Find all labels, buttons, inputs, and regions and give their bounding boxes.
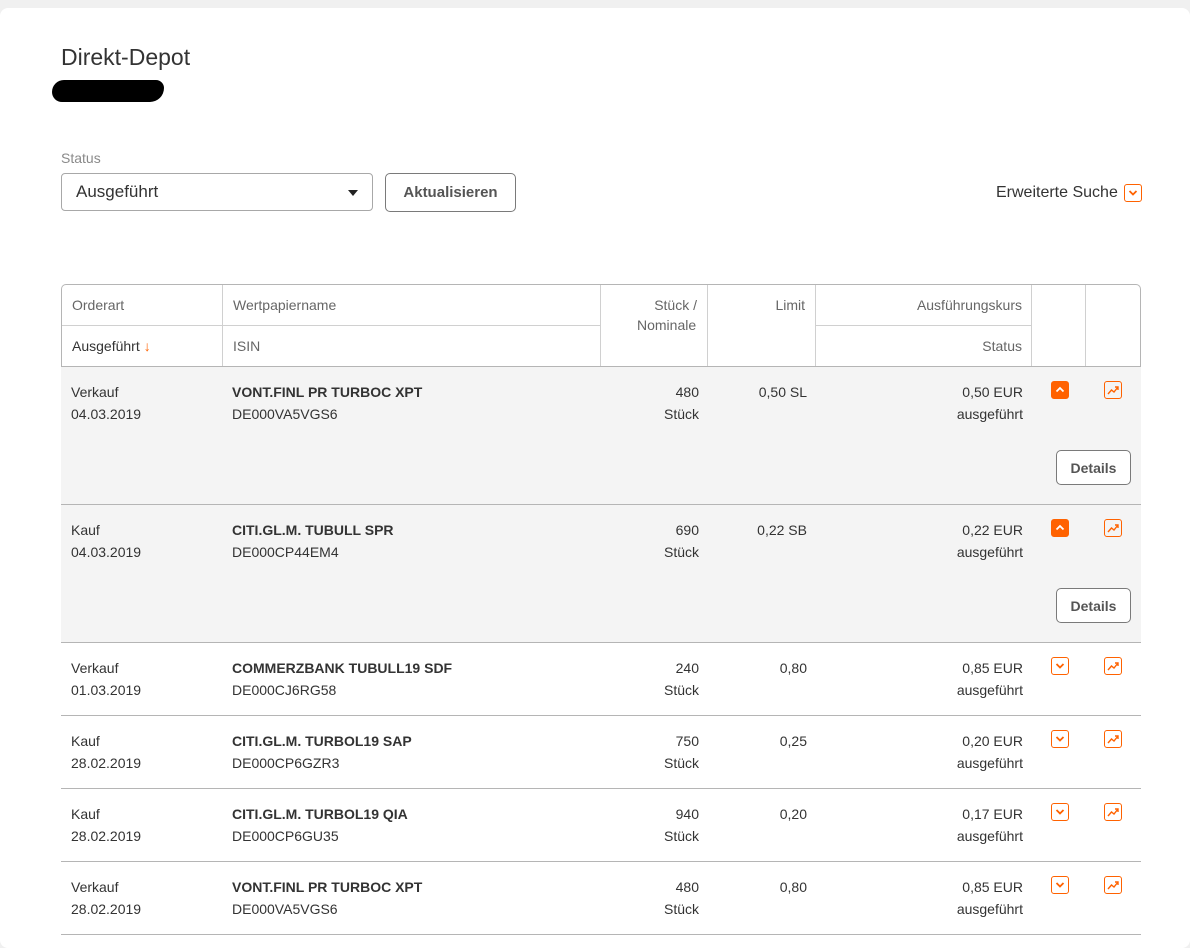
quantity-unit: Stück <box>663 406 699 422</box>
details-button[interactable]: Details <box>1056 588 1131 623</box>
limit: 0,25 <box>779 733 807 749</box>
status-select-value: Ausgeführt <box>76 182 159 201</box>
quantity: 690 <box>675 522 699 538</box>
table-row[interactable]: Verkauf 04.03.2019 VONT.FINL PR TURBOC XPT… <box>61 366 1141 504</box>
header-stueck[interactable]: Stück / <box>654 297 697 313</box>
chevron-down-icon[interactable] <box>1051 803 1069 821</box>
page-title: Direkt-Depot <box>61 44 191 70</box>
header-limit[interactable]: Limit <box>775 297 805 313</box>
order-status: ausgeführt <box>956 828 1023 844</box>
order-status: ausgeführt <box>956 406 1023 422</box>
caret-down-icon <box>348 190 358 196</box>
sort-arrow-down-icon: ↓ <box>143 338 151 354</box>
header-isin[interactable]: ISIN <box>233 338 261 354</box>
security-isin: DE000VA5VGS6 <box>232 901 338 917</box>
limit: 0,80 <box>779 879 807 895</box>
order-type: Kauf <box>71 806 100 822</box>
header-orderart[interactable]: Orderart <box>72 297 125 313</box>
chevron-down-icon[interactable] <box>1051 730 1069 748</box>
chevron-down-icon[interactable] <box>1051 876 1069 894</box>
security-name[interactable]: VONT.FINL PR TURBOC XPT <box>232 384 423 400</box>
chart-trend-icon[interactable] <box>1104 519 1122 537</box>
security-isin: DE000CP6GU35 <box>232 828 339 844</box>
order-date: 28.02.2019 <box>71 828 142 844</box>
extended-search-toggle[interactable]: Erweiterte Suche <box>996 184 1142 202</box>
chevron-down-icon[interactable] <box>1051 657 1069 675</box>
header-kurs[interactable]: Ausführungskurs <box>916 297 1022 313</box>
extended-search-label: Erweiterte Suche <box>996 184 1118 201</box>
order-date: 01.03.2019 <box>71 682 142 698</box>
security-name[interactable]: VONT.FINL PR TURBOC XPT <box>232 879 423 895</box>
security-name[interactable]: CITI.GL.M. TURBOL19 SAP <box>232 733 412 749</box>
quantity: 750 <box>675 733 699 749</box>
table-row[interactable]: Kauf 28.02.2019 CITI.GL.M. TURBOL19 QIA DE0… <box>61 788 1141 861</box>
chevron-up-icon[interactable] <box>1051 519 1069 537</box>
order-status: ausgeführt <box>956 901 1023 917</box>
order-date: 04.03.2019 <box>71 406 142 422</box>
order-date: 28.02.2019 <box>71 901 142 917</box>
quantity-unit: Stück <box>663 682 699 698</box>
chevron-up-icon[interactable] <box>1051 381 1069 399</box>
details-button[interactable]: Details <box>1056 450 1131 485</box>
execution-price: 0,20 EUR <box>962 733 1023 749</box>
status-select[interactable]: Ausgeführt <box>61 173 373 211</box>
limit: 0,20 <box>779 806 807 822</box>
order-status: ausgeführt <box>956 755 1023 771</box>
quantity-unit: Stück <box>663 828 699 844</box>
order-type: Kauf <box>71 522 100 538</box>
redacted-account-number <box>52 80 164 102</box>
security-isin: DE000VA5VGS6 <box>232 406 338 422</box>
quantity-unit: Stück <box>663 544 699 560</box>
order-type: Verkauf <box>71 660 119 676</box>
table-row[interactable]: Verkauf 28.02.2019 VONT.FINL PR TURBOC XPT… <box>61 861 1141 934</box>
security-isin: DE000CP44EM4 <box>232 544 339 560</box>
quantity: 480 <box>675 384 699 400</box>
orders-table-header: Orderart Ausgeführt ↓ Wertpapiername ISIN… <box>61 284 1141 366</box>
quantity: 940 <box>675 806 699 822</box>
header-ausgefuehrt[interactable]: Ausgeführt ↓ <box>72 338 151 354</box>
table-row[interactable]: Kauf 04.03.2019 CITI.GL.M. TUBULL SPR DE000… <box>61 504 1141 642</box>
chart-trend-icon[interactable] <box>1104 381 1122 399</box>
execution-price: 0,22 EUR <box>962 522 1023 538</box>
order-status: ausgeführt <box>956 682 1023 698</box>
security-name[interactable]: COMMERZBANK TUBULL19 SDF <box>232 660 453 676</box>
order-type: Kauf <box>71 733 100 749</box>
header-ausgefuehrt-label: Ausgeführt <box>72 338 140 354</box>
execution-price: 0,17 EUR <box>962 806 1023 822</box>
header-nominale-label: Nominale <box>637 317 697 333</box>
execution-price: 0,85 EUR <box>962 660 1023 676</box>
quantity-unit: Stück <box>663 755 699 771</box>
table-row[interactable]: Kauf 28.02.2019 CITI.GL.M. TURBOL19 SAP DE0… <box>61 715 1141 788</box>
security-name[interactable]: CITI.GL.M. TUBULL SPR <box>232 522 394 538</box>
execution-price: 0,50 EUR <box>962 384 1023 400</box>
order-date: 04.03.2019 <box>71 544 142 560</box>
quantity: 240 <box>675 660 699 676</box>
order-status: ausgeführt <box>956 544 1023 560</box>
order-type: Verkauf <box>71 879 119 895</box>
quantity-unit: Stück <box>663 901 699 917</box>
table-row[interactable]: Verkauf 01.03.2019 COMMERZBANK TUBULL19 SD… <box>61 642 1141 715</box>
chart-trend-icon[interactable] <box>1104 803 1122 821</box>
security-name[interactable]: CITI.GL.M. TURBOL19 QIA <box>232 806 408 822</box>
chart-trend-icon[interactable] <box>1104 876 1122 894</box>
security-isin: DE000CJ6RG58 <box>232 682 337 698</box>
order-date: 28.02.2019 <box>71 755 142 771</box>
quantity: 480 <box>675 879 699 895</box>
execution-price: 0,85 EUR <box>962 879 1023 895</box>
refresh-button[interactable]: Aktualisieren <box>385 173 516 212</box>
limit: 0,50 SL <box>758 384 807 400</box>
header-status[interactable]: Status <box>982 338 1022 354</box>
limit: 0,22 SB <box>757 522 807 538</box>
order-type: Verkauf <box>71 384 119 400</box>
table-bottom-border <box>61 934 1141 935</box>
security-isin: DE000CP6GZR3 <box>232 755 340 771</box>
chevron-down-icon <box>1123 184 1142 202</box>
chart-trend-icon[interactable] <box>1104 730 1122 748</box>
limit: 0,80 <box>779 660 807 676</box>
header-wertpapiername[interactable]: Wertpapiername <box>233 297 337 313</box>
status-filter-label: Status <box>61 150 101 166</box>
chart-trend-icon[interactable] <box>1104 657 1122 675</box>
